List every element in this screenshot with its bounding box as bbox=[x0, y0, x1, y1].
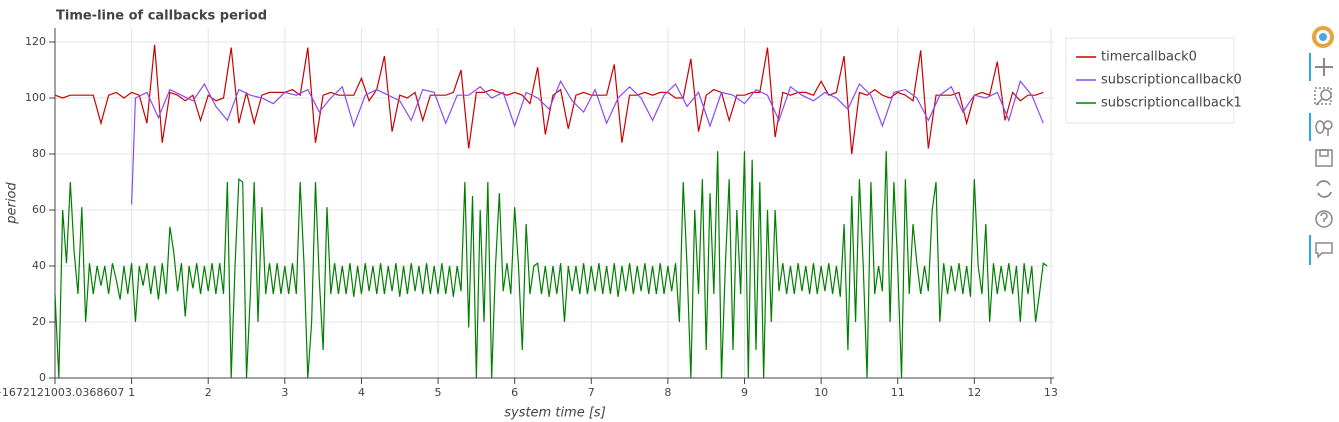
y-tick-label: 80 bbox=[32, 147, 46, 160]
box-zoom-tool[interactable] bbox=[1314, 87, 1332, 106]
toolbar bbox=[1309, 26, 1334, 265]
active-indicator bbox=[1309, 53, 1311, 81]
y-tick-label: 60 bbox=[32, 203, 46, 216]
chart-title: Time-line of callbacks period bbox=[56, 9, 267, 24]
legend-label: subscriptioncallback0 bbox=[1101, 73, 1242, 88]
help-tool[interactable] bbox=[1315, 210, 1333, 228]
x-tick-label: 1 bbox=[128, 386, 135, 399]
y-axis-label: period bbox=[5, 182, 20, 225]
x-tick-label: 13 bbox=[1044, 386, 1058, 399]
x-tick-label: 8 bbox=[664, 386, 671, 399]
legend-label: subscriptioncallback1 bbox=[1101, 96, 1242, 111]
legend-label: timercallback0 bbox=[1101, 50, 1197, 65]
x-tick-label: 0+1672121003.0368607 bbox=[0, 386, 124, 399]
grid-layer bbox=[54, 28, 1054, 379]
wheel-zoom-tool[interactable] bbox=[1315, 120, 1333, 136]
x-tick-label: 10 bbox=[814, 386, 828, 399]
active-indicator bbox=[1309, 113, 1311, 141]
x-tick-label: 9 bbox=[741, 386, 748, 399]
y-tick-label: 120 bbox=[25, 35, 46, 48]
y-tick-label: 100 bbox=[25, 91, 46, 104]
line-series bbox=[54, 151, 1048, 379]
bokeh-logo[interactable] bbox=[1312, 26, 1334, 48]
x-tick-label: 4 bbox=[358, 386, 365, 399]
x-axis-label: system time [s] bbox=[504, 406, 606, 421]
y-tick-label: 0 bbox=[39, 371, 46, 384]
x-tick-label: 6 bbox=[511, 386, 518, 399]
active-indicator bbox=[1309, 235, 1311, 265]
reset-tool[interactable] bbox=[1316, 180, 1332, 198]
x-tick-label: 11 bbox=[891, 386, 905, 399]
x-tick-label: 5 bbox=[435, 386, 442, 399]
save-tool[interactable] bbox=[1315, 149, 1333, 167]
y-tick-label: 20 bbox=[32, 315, 46, 328]
line-series bbox=[131, 79, 1044, 205]
x-tick-label: 2 bbox=[205, 386, 212, 399]
hover-tool[interactable] bbox=[1315, 242, 1333, 259]
y-tick-label: 40 bbox=[32, 259, 46, 272]
x-tick-label: 12 bbox=[967, 386, 981, 399]
pan-tool[interactable] bbox=[1315, 58, 1333, 76]
line-series bbox=[54, 44, 1044, 155]
x-tick-label: 3 bbox=[281, 386, 288, 399]
x-tick-label: 7 bbox=[588, 386, 595, 399]
